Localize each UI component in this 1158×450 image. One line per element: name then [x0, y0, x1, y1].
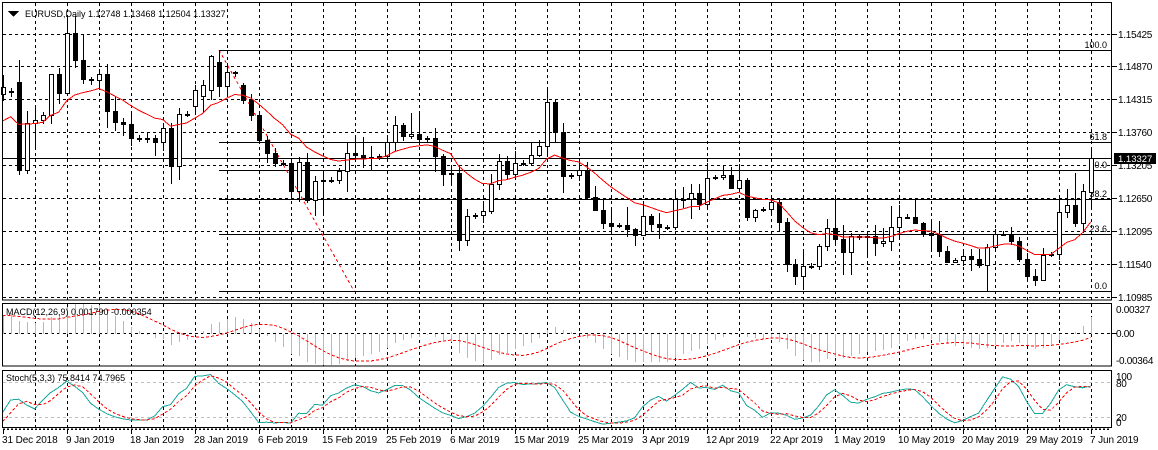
svg-text:100.0: 100.0	[1084, 40, 1107, 50]
svg-text:1.12748 1.13468 1.12504 1.1332: 1.12748 1.13468 1.12504 1.13327	[88, 9, 226, 19]
svg-text:31 Dec 2018: 31 Dec 2018	[2, 435, 58, 446]
svg-text:28 Jan 2019: 28 Jan 2019	[194, 435, 248, 446]
svg-text:1.11540: 1.11540	[1118, 260, 1152, 271]
svg-text:-0.00364: -0.00364	[1116, 356, 1154, 367]
svg-text:61.8: 61.8	[1089, 132, 1107, 142]
svg-text:1.15425: 1.15425	[1118, 30, 1153, 41]
svg-text:1.14315: 1.14315	[1118, 95, 1153, 106]
svg-text:38.2: 38.2	[1089, 189, 1107, 199]
svg-text:20: 20	[1116, 413, 1127, 424]
svg-text:22 Apr 2019: 22 Apr 2019	[770, 435, 823, 446]
svg-text:15 Mar 2019: 15 Mar 2019	[514, 435, 570, 446]
svg-text:10 May 2019: 10 May 2019	[898, 435, 955, 446]
svg-text:80: 80	[1116, 379, 1127, 390]
svg-text:12 Apr 2019: 12 Apr 2019	[706, 435, 759, 446]
svg-text:1.10985: 1.10985	[1118, 293, 1153, 304]
svg-text:1.13327: 1.13327	[1118, 154, 1152, 165]
svg-text:6 Mar 2019: 6 Mar 2019	[450, 435, 500, 446]
svg-text:1.13760: 1.13760	[1118, 128, 1153, 139]
svg-text:0.0: 0.0	[1094, 281, 1107, 291]
svg-text:1 May 2019: 1 May 2019	[834, 435, 886, 446]
svg-text:3 Apr 2019: 3 Apr 2019	[642, 435, 690, 446]
svg-text:1.14870: 1.14870	[1118, 62, 1153, 73]
svg-text:1.12095: 1.12095	[1118, 227, 1153, 238]
svg-text:7 Jun 2019: 7 Jun 2019	[1090, 435, 1139, 446]
svg-text:EURUSD,Daily: EURUSD,Daily	[25, 9, 86, 19]
svg-text:50.0: 50.0	[1089, 160, 1107, 170]
svg-text:6 Feb 2019: 6 Feb 2019	[258, 435, 308, 446]
svg-text:18 Jan 2019: 18 Jan 2019	[130, 435, 184, 446]
svg-text:25 Feb 2019: 25 Feb 2019	[386, 435, 442, 446]
svg-text:23.6: 23.6	[1089, 224, 1107, 234]
svg-text:20 May 2019: 20 May 2019	[962, 435, 1019, 446]
svg-text:1.12650: 1.12650	[1118, 194, 1153, 205]
svg-text:29 May 2019: 29 May 2019	[1026, 435, 1083, 446]
svg-text:0.00: 0.00	[1116, 329, 1135, 340]
svg-text:25 Mar 2019: 25 Mar 2019	[578, 435, 634, 446]
svg-text:1.13205: 1.13205	[1118, 161, 1153, 172]
svg-text:100: 100	[1116, 372, 1133, 383]
svg-text:0: 0	[1116, 418, 1122, 429]
svg-text:9 Jan 2019: 9 Jan 2019	[66, 435, 115, 446]
svg-text:0.00327: 0.00327	[1116, 305, 1151, 316]
svg-text:15 Feb 2019: 15 Feb 2019	[322, 435, 378, 446]
svg-text:MACD(12,26,9) 0.001790 -0.0003: MACD(12,26,9) 0.001790 -0.000354	[6, 307, 152, 317]
svg-text:Stoch(5,3,3) 75.8414 74.7965: Stoch(5,3,3) 75.8414 74.7965	[6, 373, 125, 383]
